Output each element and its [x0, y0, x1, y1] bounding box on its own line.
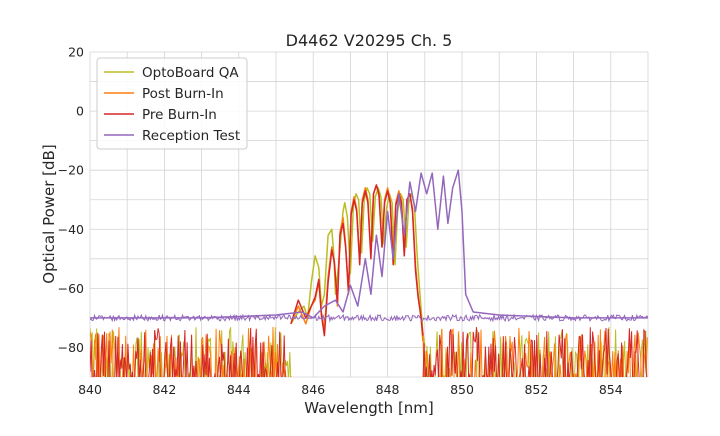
x-tick-label: 844: [227, 382, 251, 397]
x-tick-label: 848: [376, 382, 400, 397]
series-line: [290, 184, 424, 337]
legend: OptoBoard QA Post Burn-In Pre Burn-In Recep…: [96, 57, 248, 150]
y-tick-label: −20: [58, 163, 84, 178]
x-tick-label: 846: [301, 382, 325, 397]
y-tick-label: −60: [58, 281, 84, 296]
legend-label: Pre Burn-In: [142, 107, 217, 123]
x-tick-label: 850: [450, 382, 474, 397]
y-tick-label: 20: [68, 45, 84, 60]
x-tick-label: 852: [524, 382, 548, 397]
x-tick-label: 854: [599, 382, 623, 397]
chart-title: D4462 V20295 Ch. 5: [286, 31, 453, 50]
y-tick-label: 0: [76, 104, 84, 119]
series-reception-test: [90, 169, 648, 323]
series-noise-floor: [424, 327, 648, 377]
series-line: [90, 169, 648, 319]
series-noise-floor: [422, 327, 648, 377]
series-noise-floor: [90, 326, 287, 377]
y-tick-label: −40: [58, 222, 84, 237]
legend-label: Post Burn-In: [142, 86, 224, 102]
x-tick-label: 840: [78, 382, 102, 397]
legend-box: [96, 57, 248, 150]
y-tick-label: −80: [58, 340, 84, 355]
series-noise-floor: [90, 313, 648, 323]
legend-label: Reception Test: [142, 128, 240, 144]
x-tick-label: 842: [152, 382, 176, 397]
tick-labels: 840 842 844 846 848 850 852 854 −80 −60 −40 −20 0 20: [58, 45, 623, 398]
series-pre-burn-in: [90, 184, 648, 377]
series-group: [90, 169, 648, 377]
y-axis-label: Optical Power [dB]: [40, 144, 58, 283]
x-axis-label: Wavelength [nm]: [304, 399, 434, 417]
series-noise-floor: [90, 327, 292, 377]
legend-label: OptoBoard QA: [142, 65, 239, 81]
